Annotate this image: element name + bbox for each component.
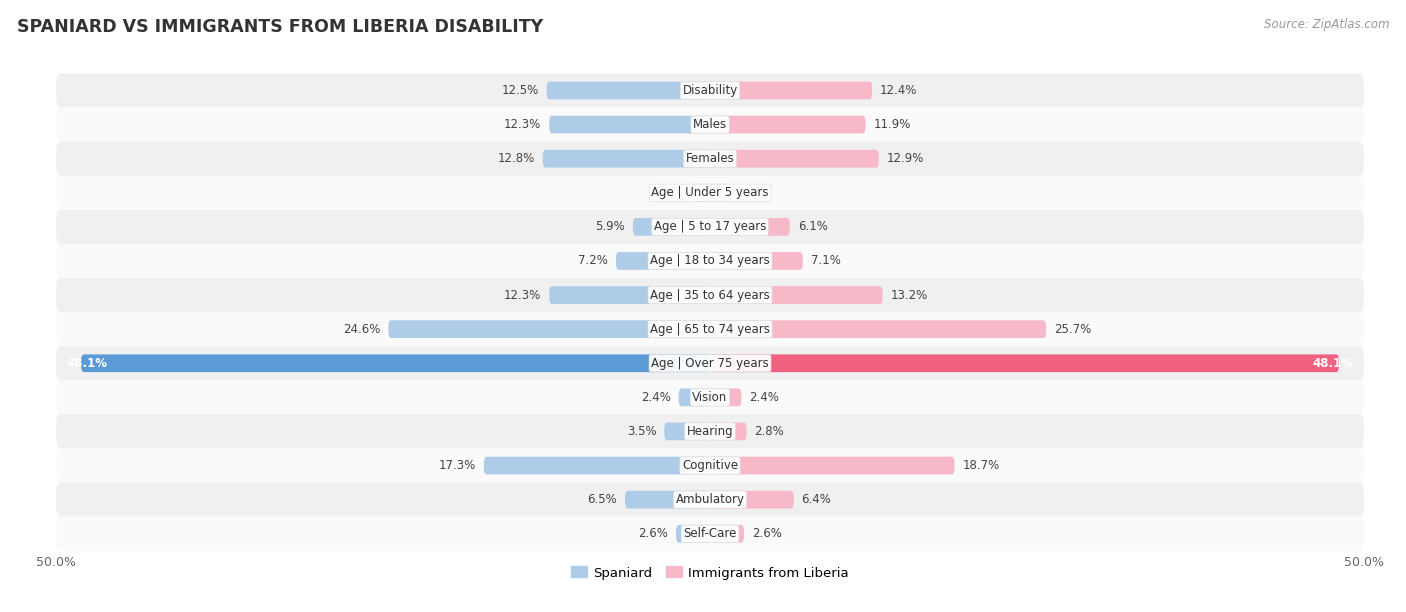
Text: 2.8%: 2.8% bbox=[755, 425, 785, 438]
FancyBboxPatch shape bbox=[56, 312, 1364, 346]
Text: 25.7%: 25.7% bbox=[1054, 323, 1091, 335]
Text: 12.8%: 12.8% bbox=[498, 152, 534, 165]
FancyBboxPatch shape bbox=[710, 320, 1046, 338]
Text: 1.4%: 1.4% bbox=[737, 186, 766, 200]
FancyBboxPatch shape bbox=[616, 252, 710, 270]
FancyBboxPatch shape bbox=[633, 218, 710, 236]
FancyBboxPatch shape bbox=[710, 389, 741, 406]
Text: 1.4%: 1.4% bbox=[654, 186, 683, 200]
FancyBboxPatch shape bbox=[710, 457, 955, 474]
FancyBboxPatch shape bbox=[82, 354, 710, 372]
FancyBboxPatch shape bbox=[710, 354, 1339, 372]
Text: Self-Care: Self-Care bbox=[683, 528, 737, 540]
Text: Age | 65 to 74 years: Age | 65 to 74 years bbox=[650, 323, 770, 335]
FancyBboxPatch shape bbox=[710, 423, 747, 440]
FancyBboxPatch shape bbox=[547, 81, 710, 99]
Text: 2.6%: 2.6% bbox=[752, 528, 782, 540]
FancyBboxPatch shape bbox=[692, 184, 710, 201]
Text: Age | 5 to 17 years: Age | 5 to 17 years bbox=[654, 220, 766, 233]
Text: Hearing: Hearing bbox=[686, 425, 734, 438]
Text: Age | 18 to 34 years: Age | 18 to 34 years bbox=[650, 255, 770, 267]
FancyBboxPatch shape bbox=[676, 525, 710, 543]
Text: Females: Females bbox=[686, 152, 734, 165]
FancyBboxPatch shape bbox=[56, 141, 1364, 176]
FancyBboxPatch shape bbox=[56, 108, 1364, 141]
FancyBboxPatch shape bbox=[543, 150, 710, 168]
Text: 7.2%: 7.2% bbox=[578, 255, 607, 267]
FancyBboxPatch shape bbox=[550, 286, 710, 304]
Text: Vision: Vision bbox=[692, 391, 728, 404]
Text: 48.1%: 48.1% bbox=[66, 357, 108, 370]
FancyBboxPatch shape bbox=[56, 449, 1364, 483]
FancyBboxPatch shape bbox=[550, 116, 710, 133]
FancyBboxPatch shape bbox=[56, 517, 1364, 551]
Text: 24.6%: 24.6% bbox=[343, 323, 381, 335]
Text: Source: ZipAtlas.com: Source: ZipAtlas.com bbox=[1264, 18, 1389, 31]
FancyBboxPatch shape bbox=[56, 346, 1364, 380]
FancyBboxPatch shape bbox=[56, 73, 1364, 108]
FancyBboxPatch shape bbox=[56, 244, 1364, 278]
Text: 6.4%: 6.4% bbox=[801, 493, 831, 506]
Text: 12.4%: 12.4% bbox=[880, 84, 917, 97]
Text: 48.1%: 48.1% bbox=[1312, 357, 1354, 370]
Text: 18.7%: 18.7% bbox=[962, 459, 1000, 472]
FancyBboxPatch shape bbox=[388, 320, 710, 338]
FancyBboxPatch shape bbox=[710, 150, 879, 168]
Text: 7.1%: 7.1% bbox=[811, 255, 841, 267]
Text: 5.9%: 5.9% bbox=[595, 220, 626, 233]
Text: 6.5%: 6.5% bbox=[588, 493, 617, 506]
Text: 13.2%: 13.2% bbox=[890, 289, 928, 302]
Text: 11.9%: 11.9% bbox=[873, 118, 911, 131]
FancyBboxPatch shape bbox=[710, 286, 883, 304]
Text: Males: Males bbox=[693, 118, 727, 131]
Text: 12.3%: 12.3% bbox=[505, 289, 541, 302]
Text: SPANIARD VS IMMIGRANTS FROM LIBERIA DISABILITY: SPANIARD VS IMMIGRANTS FROM LIBERIA DISA… bbox=[17, 18, 543, 36]
Text: 12.9%: 12.9% bbox=[887, 152, 924, 165]
FancyBboxPatch shape bbox=[56, 278, 1364, 312]
Text: Disability: Disability bbox=[682, 84, 738, 97]
FancyBboxPatch shape bbox=[710, 525, 744, 543]
Text: 2.4%: 2.4% bbox=[641, 391, 671, 404]
Legend: Spaniard, Immigrants from Liberia: Spaniard, Immigrants from Liberia bbox=[565, 561, 855, 585]
FancyBboxPatch shape bbox=[710, 81, 872, 99]
Text: Age | Under 5 years: Age | Under 5 years bbox=[651, 186, 769, 200]
Text: 12.3%: 12.3% bbox=[505, 118, 541, 131]
Text: 12.5%: 12.5% bbox=[502, 84, 538, 97]
FancyBboxPatch shape bbox=[56, 380, 1364, 414]
FancyBboxPatch shape bbox=[664, 423, 710, 440]
FancyBboxPatch shape bbox=[710, 116, 866, 133]
FancyBboxPatch shape bbox=[484, 457, 710, 474]
FancyBboxPatch shape bbox=[710, 184, 728, 201]
Text: 2.6%: 2.6% bbox=[638, 528, 668, 540]
Text: 6.1%: 6.1% bbox=[797, 220, 828, 233]
Text: 3.5%: 3.5% bbox=[627, 425, 657, 438]
FancyBboxPatch shape bbox=[710, 218, 790, 236]
FancyBboxPatch shape bbox=[56, 483, 1364, 517]
Text: Age | Over 75 years: Age | Over 75 years bbox=[651, 357, 769, 370]
FancyBboxPatch shape bbox=[710, 491, 794, 509]
Text: 2.4%: 2.4% bbox=[749, 391, 779, 404]
FancyBboxPatch shape bbox=[56, 176, 1364, 210]
FancyBboxPatch shape bbox=[679, 389, 710, 406]
FancyBboxPatch shape bbox=[626, 491, 710, 509]
FancyBboxPatch shape bbox=[56, 210, 1364, 244]
FancyBboxPatch shape bbox=[56, 414, 1364, 449]
Text: Ambulatory: Ambulatory bbox=[675, 493, 745, 506]
Text: Cognitive: Cognitive bbox=[682, 459, 738, 472]
FancyBboxPatch shape bbox=[710, 252, 803, 270]
Text: Age | 35 to 64 years: Age | 35 to 64 years bbox=[650, 289, 770, 302]
Text: 17.3%: 17.3% bbox=[439, 459, 477, 472]
